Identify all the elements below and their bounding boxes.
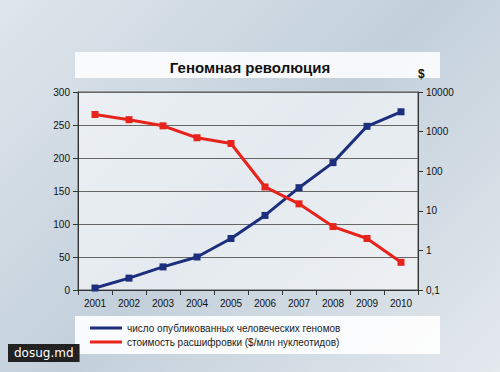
svg-text:150: 150 (53, 186, 70, 197)
svg-text:10000: 10000 (426, 87, 454, 98)
svg-text:0,1: 0,1 (426, 285, 440, 296)
svg-text:2005: 2005 (220, 298, 243, 309)
svg-text:100: 100 (426, 166, 443, 177)
svg-text:стоимость расшифровки ($/млн н: стоимость расшифровки ($/млн нуклеотидов… (127, 337, 339, 348)
svg-text:300: 300 (53, 87, 70, 98)
svg-text:2004: 2004 (186, 298, 209, 309)
svg-text:dosug.md: dosug.md (14, 346, 74, 360)
svg-text:1: 1 (426, 245, 432, 256)
svg-text:1000: 1000 (426, 126, 449, 137)
svg-text:число опубликованных человечес: число опубликованных человеческих геномо… (127, 323, 340, 334)
svg-text:200: 200 (53, 153, 70, 164)
svg-text:250: 250 (53, 120, 70, 131)
svg-text:2007: 2007 (288, 298, 311, 309)
svg-text:2008: 2008 (322, 298, 345, 309)
svg-text:50: 50 (59, 252, 71, 263)
svg-text:2001: 2001 (84, 298, 107, 309)
svg-text:2003: 2003 (152, 298, 175, 309)
svg-text:2010: 2010 (390, 298, 413, 309)
svg-text:$: $ (418, 67, 425, 81)
svg-text:100: 100 (53, 219, 70, 230)
svg-text:10: 10 (426, 205, 438, 216)
svg-text:2009: 2009 (356, 298, 379, 309)
svg-text:2002: 2002 (118, 298, 141, 309)
svg-text:Геномная революция: Геномная революция (170, 59, 330, 76)
svg-text:2006: 2006 (254, 298, 277, 309)
svg-text:0: 0 (64, 285, 70, 296)
